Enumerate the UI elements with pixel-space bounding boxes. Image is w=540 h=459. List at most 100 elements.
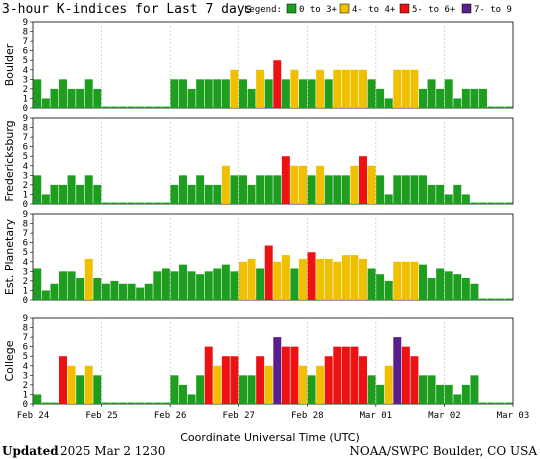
x-tick-label: Feb 25 [85,411,118,421]
k-index-bar [350,69,359,108]
k-index-bar [410,175,419,204]
k-index-bar [299,165,307,204]
k-index-bar [101,202,110,204]
k-index-bar [239,79,247,108]
x-tick-label: Feb 28 [291,411,324,421]
k-index-bar [264,365,273,404]
k-index-bar [204,346,213,404]
k-index-bar [333,175,342,204]
k-index-bar [93,88,102,108]
k-index-bar [179,79,187,108]
k-index-bar [144,402,153,404]
y-tick-label: 0 [23,200,28,210]
k-index-bar [376,384,385,404]
k-index-bar [41,290,50,300]
k-index-bar [204,79,213,108]
k-index-bar [110,402,119,404]
k-index-bar [444,79,453,108]
k-index-bar [247,88,256,108]
x-tick-label: Feb 24 [17,411,50,421]
k-index-bar [410,356,419,404]
k-index-bar [84,258,93,300]
k-index-bar [487,202,496,204]
k-index-bar [316,365,325,404]
k-index-bar [487,298,496,300]
k-index-bar [196,375,205,404]
k-index-bar [33,268,42,300]
y-tick-label: 2 [23,381,28,391]
k-index-bar [247,375,256,404]
k-index-bar [299,79,307,108]
k-index-bar [290,346,299,404]
k-index-bar [496,298,505,300]
k-index-bar [384,98,393,108]
k-index-bar [419,264,427,300]
k-index-bar [427,375,436,404]
k-index-bar [367,375,376,404]
y-tick-label: 7 [23,333,28,343]
k-index-bar [307,375,316,404]
legend-item-label-2: 4- to 4+ [352,5,396,15]
k-index-bar [239,175,247,204]
k-index-bar [479,402,487,404]
k-index-bar [247,258,256,300]
k-index-bar [470,375,479,404]
k-index-bar [76,88,85,108]
k-index-bar [119,283,127,300]
k-index-bar [59,356,67,404]
x-tick-label: Mar 01 [360,411,393,421]
k-index-bar [144,283,153,300]
k-index-bar [393,261,402,300]
k-index-bar [213,365,222,404]
k-index-bar [401,261,410,300]
k-index-bar [127,283,136,300]
k-index-bar [307,175,316,204]
k-index-bar [170,79,179,108]
k-index-bar [333,346,342,404]
k-index-bar [84,175,93,204]
k-index-bar [101,402,110,404]
k-index-bar [67,88,76,108]
y-tick-label: 2 [23,181,28,191]
y-tick-label: 6 [23,239,28,249]
legend-swatch-1 [286,3,297,14]
y-tick-label: 4 [23,66,28,76]
k-index-bar [93,184,102,204]
k-index-bar [213,79,222,108]
k-index-bar [324,175,333,204]
k-index-bar [367,79,376,108]
k-index-bar [359,356,367,404]
k-index-bar [444,271,453,300]
k-index-bar [367,165,376,204]
k-index-bar [76,278,85,300]
x-axis-label: Coordinate Universal Time (UTC) [180,431,360,444]
k-index-bar [273,261,282,300]
x-tick-label: Feb 26 [154,411,187,421]
y-tick-label: 0 [23,400,28,410]
k-index-bar [341,175,350,204]
k-index-bar [470,283,479,300]
k-index-bar [59,79,67,108]
k-index-bar [384,194,393,204]
k-index-bar [324,258,333,300]
k-index-bar [187,394,196,404]
y-tick-label: 3 [23,267,28,277]
k-index-bar [119,202,127,204]
k-index-bar [110,202,119,204]
k-index-bar [316,165,325,204]
chart-title: 3-hour K-indices for Last 7 days [2,2,252,17]
x-tick-label: Feb 27 [222,411,255,421]
k-index-bar [136,287,145,300]
legend-item-label-4: 7- to 9 [474,5,512,15]
k-index-bar [479,202,487,204]
k-index-bar [350,255,359,300]
k-index-bar [187,271,196,300]
k-index-bar [281,255,290,300]
k-index-bar [153,271,162,300]
k-index-bar [341,255,350,300]
updated-value: 2025 Mar 2 1230 [60,444,165,458]
k-index-bar [110,280,119,300]
k-index-bar [230,271,239,300]
